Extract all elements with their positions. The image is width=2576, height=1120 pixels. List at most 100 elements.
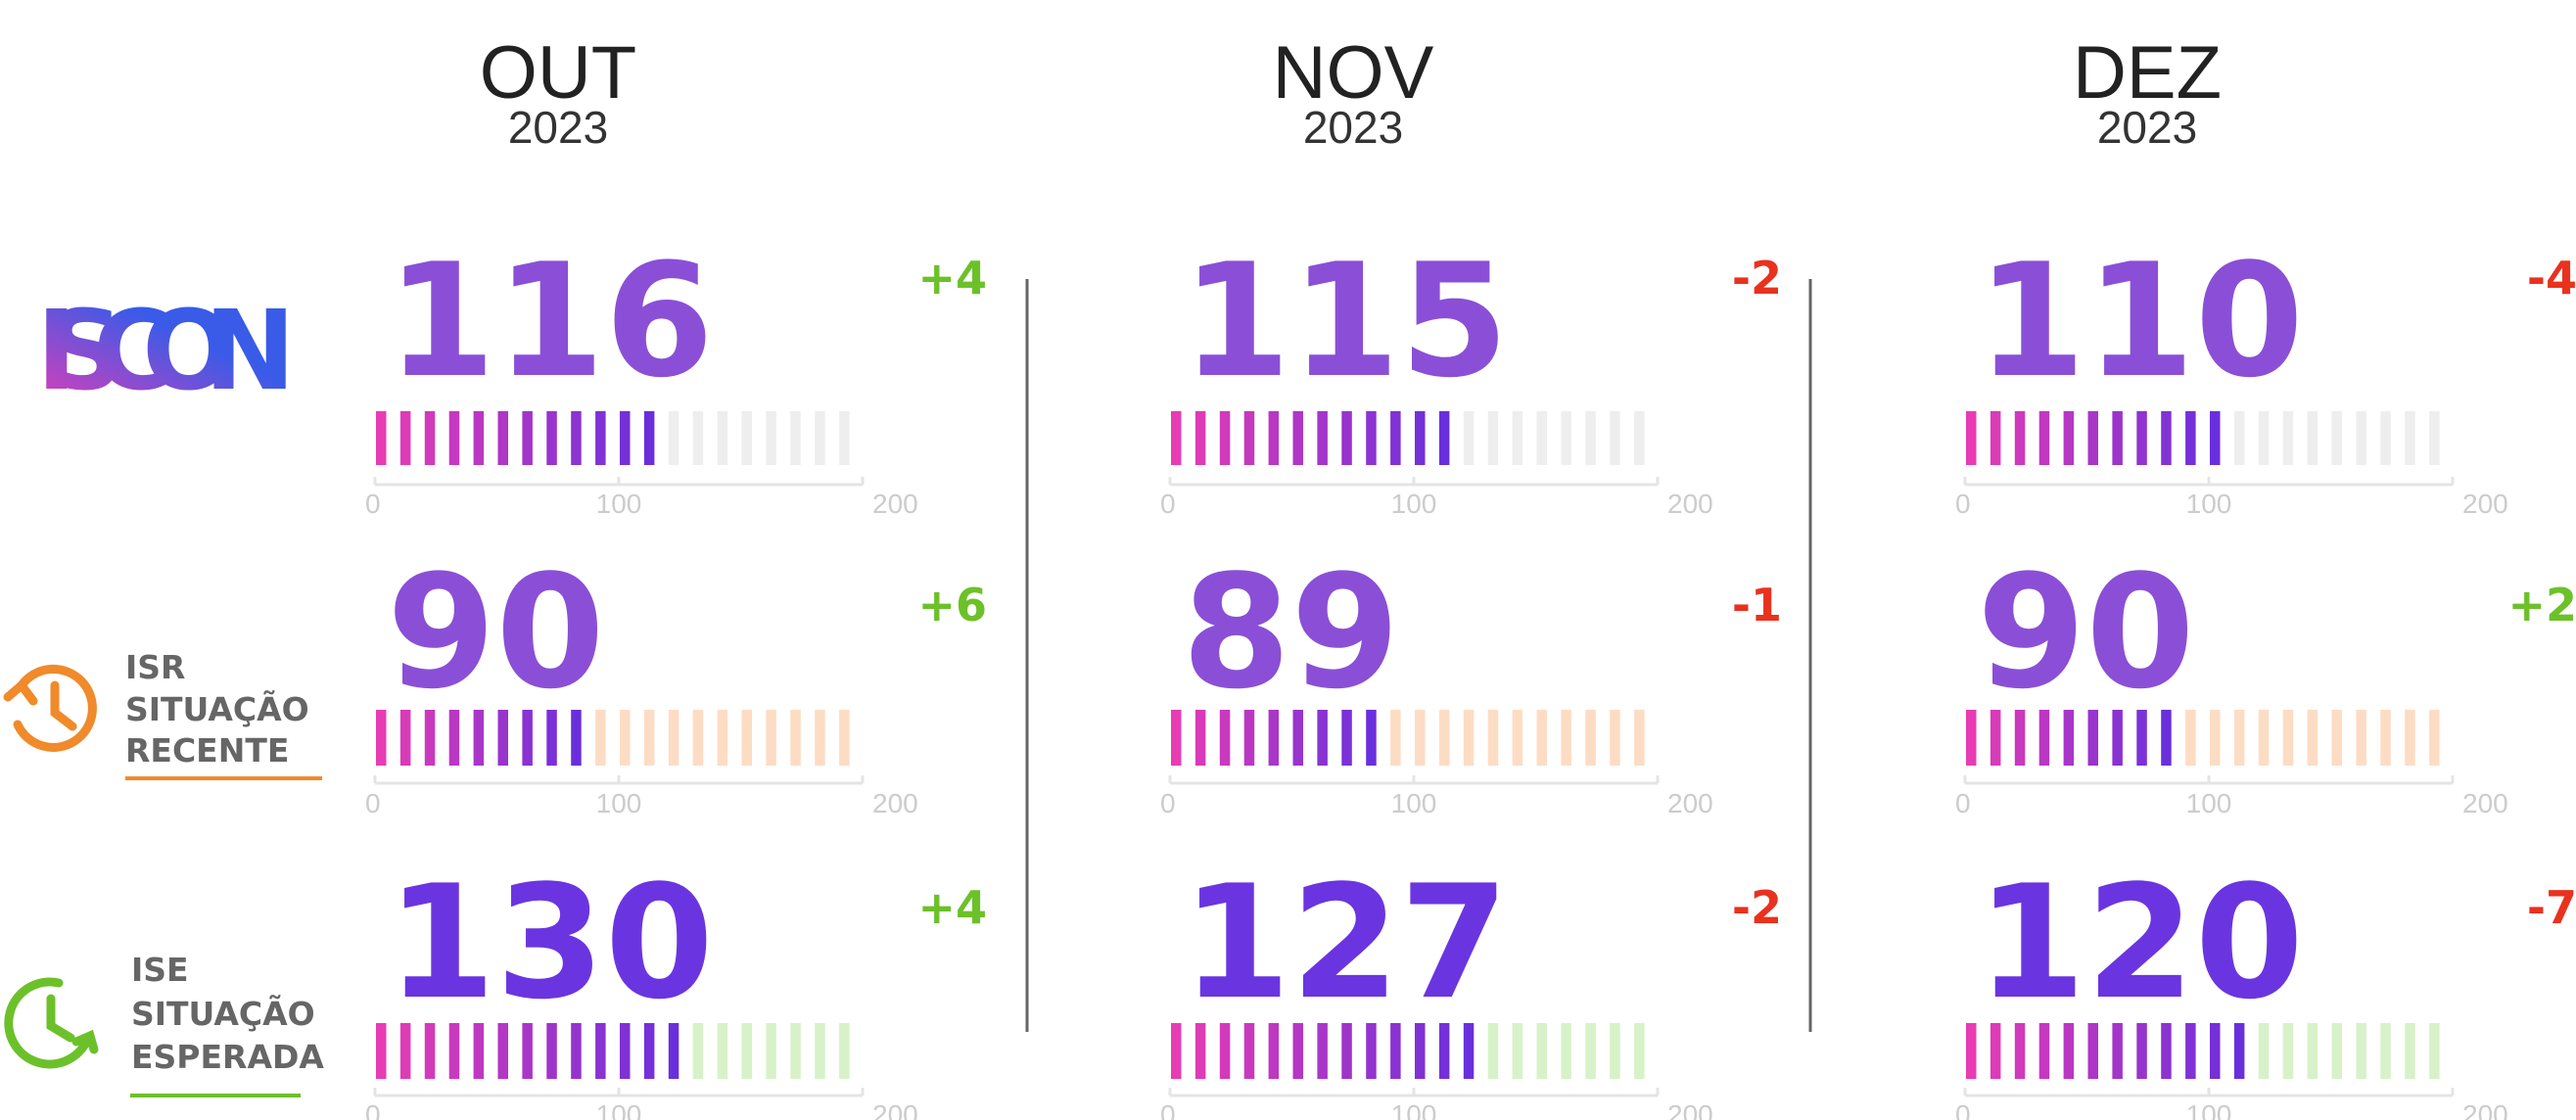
bar-segment-filled <box>1366 1023 1377 1079</box>
bar-segment-filled <box>1194 411 1206 465</box>
bar-segment-filled <box>620 1023 631 1079</box>
bar-segment-filled <box>399 710 411 766</box>
change: -2 <box>1732 252 1782 304</box>
bar-segment-empty <box>1610 411 1620 465</box>
bar-segment-empty <box>1536 1023 1547 1079</box>
bar-segment-filled <box>2014 710 2026 766</box>
bar-segment-filled <box>1219 710 1231 766</box>
tick-label: 100 <box>2186 1099 2232 1120</box>
bar-segment-filled <box>376 710 387 766</box>
value: 130 <box>387 851 714 1034</box>
bar-segment-filled <box>522 1023 533 1079</box>
bar-segment-empty <box>1585 710 1596 766</box>
bar-segment-filled <box>497 411 508 465</box>
bar-segment-filled <box>424 1023 436 1079</box>
bar-segment-filled <box>1268 1023 1280 1079</box>
value: 89 <box>1182 540 1400 723</box>
bar-segment-filled <box>1390 1023 1401 1079</box>
bar-segment-empty <box>2405 710 2415 766</box>
month: DEZ <box>2073 31 2222 115</box>
bar-segment-empty <box>2405 1023 2415 1079</box>
bar-segment-empty <box>1487 1023 1499 1079</box>
month: NOV <box>1273 31 1434 115</box>
bar-segment-filled <box>376 411 387 465</box>
bar-segment-filled <box>1243 1023 1255 1079</box>
bar-segment-empty <box>2380 710 2391 766</box>
bar-segment-filled <box>448 411 460 465</box>
bar-segment-filled <box>1292 1023 1303 1079</box>
bar-segment-filled <box>399 1023 411 1079</box>
tick-label: 100 <box>2186 788 2232 818</box>
bar-segment-empty <box>790 411 801 465</box>
year: 2023 <box>1303 102 1403 153</box>
tick-label: 200 <box>872 788 918 818</box>
bar-segment-empty <box>668 411 679 465</box>
bar-segment-filled <box>1194 1023 1206 1079</box>
bar-segment-empty <box>2258 1023 2270 1079</box>
tick-label: 100 <box>1391 1099 1437 1120</box>
row-line: ESPERADA <box>131 1038 324 1076</box>
bar-segment-empty <box>2429 411 2440 465</box>
bar-segment-filled <box>473 1023 485 1079</box>
bar-segment-filled <box>2210 1023 2221 1079</box>
bar-segment-empty <box>766 710 776 766</box>
tick-label: 200 <box>1667 788 1713 818</box>
value: 90 <box>1977 540 2195 723</box>
bar-segment-filled <box>399 411 411 465</box>
bar-segment-filled <box>2136 710 2147 766</box>
bar-segment-empty <box>1634 710 1645 766</box>
bar-segment-filled <box>522 411 533 465</box>
bar-segment-empty <box>815 411 825 465</box>
bar-segment-empty <box>1536 411 1547 465</box>
bar-segment-empty <box>1561 1023 1571 1079</box>
tick-label: 200 <box>1667 1099 1713 1120</box>
bar-segment-filled <box>2210 411 2221 465</box>
bar-segment-filled <box>1243 411 1255 465</box>
tick-label: 200 <box>2462 788 2508 818</box>
bar-segment-filled <box>1438 411 1450 465</box>
bar-segment-empty <box>2331 1023 2342 1079</box>
bar-segment-empty <box>2356 411 2366 465</box>
month: OUT <box>480 31 636 115</box>
bar-segment-filled <box>424 710 436 766</box>
bar-segment-filled <box>2087 411 2098 465</box>
bar-segment-empty <box>2380 411 2391 465</box>
bar-segment-filled <box>2136 411 2147 465</box>
bar-segment-filled <box>2112 411 2123 465</box>
bar-segment-filled <box>376 1023 387 1079</box>
bar-segment-empty <box>692 1023 704 1079</box>
bar-segment-empty <box>2331 710 2342 766</box>
bar-segment-filled <box>2063 411 2075 465</box>
bar-segment-filled <box>1243 710 1255 766</box>
bar-segment-filled <box>643 1023 655 1079</box>
bar-segment-empty <box>2307 411 2318 465</box>
change: -2 <box>1732 881 1782 934</box>
bar-segment-filled <box>473 710 485 766</box>
ise-icon <box>4 977 99 1069</box>
tick-label: 0 <box>1955 489 1971 519</box>
bar-segment-filled <box>620 411 631 465</box>
bar-segment-filled <box>595 1023 606 1079</box>
bar-segment-empty <box>839 411 850 465</box>
bar-segment-filled <box>1438 1023 1450 1079</box>
bar-segment-filled <box>1366 411 1377 465</box>
bar-segment-filled <box>1390 411 1401 465</box>
bar-segment-filled <box>1317 710 1328 766</box>
bar-segment-empty <box>2282 710 2294 766</box>
bar-segment-empty <box>2282 1023 2294 1079</box>
bar-segment-empty <box>2282 411 2294 465</box>
tick-label: 200 <box>872 489 918 519</box>
row-code: ISR <box>125 648 185 686</box>
bar-segment-filled <box>571 1023 582 1079</box>
change: -4 <box>2527 252 2576 304</box>
tick-label: 0 <box>1160 1099 1176 1120</box>
change: +2 <box>2507 579 2576 631</box>
bar-segment-empty <box>2233 411 2245 465</box>
bar-segment-empty <box>1585 1023 1596 1079</box>
bar-segment-empty <box>1610 710 1620 766</box>
bar-segment-filled <box>2038 710 2050 766</box>
bar-segment-filled <box>1194 710 1206 766</box>
value: 120 <box>1977 851 2304 1034</box>
bar-segment-filled <box>1990 1023 2001 1079</box>
bar-segment-filled <box>1966 1023 1977 1079</box>
